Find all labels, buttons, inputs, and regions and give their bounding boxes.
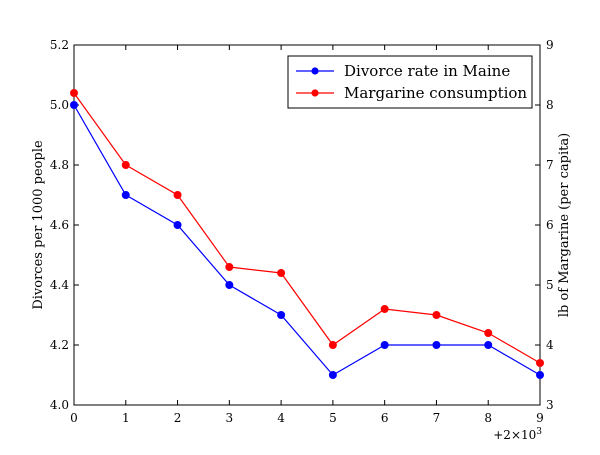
x-tick-label: 0 <box>70 411 78 425</box>
legend-marker-1 <box>311 89 319 97</box>
y-left-tick-label: 4.6 <box>50 218 69 232</box>
x-offset-label: +2×103 <box>493 427 542 442</box>
data-point-series-1 <box>277 268 286 277</box>
y-left-tick-label: 5.0 <box>50 98 69 112</box>
x-tick-label: 2 <box>174 411 182 425</box>
legend-marker-0 <box>311 67 319 75</box>
series-layer <box>70 89 545 379</box>
y-right-tick-label: 5 <box>546 278 554 292</box>
y-right-tick-label: 7 <box>546 158 554 172</box>
x-tick-label: 3 <box>226 411 234 425</box>
x-tick-label: 5 <box>329 411 337 425</box>
x-offset-base: +2×10 <box>493 428 536 442</box>
data-point-series-0 <box>277 310 286 319</box>
data-point-series-0 <box>70 101 79 110</box>
data-point-series-0 <box>536 370 545 379</box>
data-point-series-0 <box>432 340 441 349</box>
x-offset-exponent: 3 <box>536 427 542 437</box>
data-point-series-0 <box>484 340 493 349</box>
y-left-axis-label: Divorces per 1000 people <box>31 140 46 310</box>
legend-label-1: Margarine consumption <box>344 84 527 102</box>
data-point-series-1 <box>380 304 389 313</box>
series-line-0 <box>73 104 541 376</box>
y-right-tick-label: 4 <box>546 338 554 352</box>
data-point-series-1 <box>70 89 79 98</box>
data-point-series-1 <box>484 328 493 337</box>
series-line-1 <box>73 92 541 364</box>
data-point-series-1 <box>536 358 545 367</box>
x-tick-label: 8 <box>484 411 492 425</box>
data-point-series-1 <box>225 262 234 271</box>
legend-box <box>287 55 533 109</box>
data-point-series-0 <box>225 280 234 289</box>
data-point-series-1 <box>432 310 441 319</box>
y-right-tick-label: 3 <box>546 398 554 412</box>
legend: Divorce rate in Maine Margarine consumpti… <box>287 55 533 109</box>
data-point-series-0 <box>380 340 389 349</box>
x-tick-label: 9 <box>536 411 544 425</box>
data-point-series-1 <box>121 160 130 169</box>
y-left-tick-label: 4.2 <box>50 338 69 352</box>
x-tick-label: 6 <box>381 411 389 425</box>
data-point-series-0 <box>328 370 337 379</box>
data-point-series-0 <box>173 220 182 229</box>
x-tick-label: 7 <box>433 411 441 425</box>
y-right-tick-label: 6 <box>546 218 554 232</box>
x-tick-label: 1 <box>122 411 130 425</box>
y-left-tick-label: 4.4 <box>50 278 69 292</box>
y-right-axis-label: lb of Margarine (per capita) <box>557 133 572 317</box>
legend-label-0: Divorce rate in Maine <box>344 62 510 80</box>
y-left-tick-label: 4.8 <box>50 158 69 172</box>
data-point-series-1 <box>328 340 337 349</box>
axes-layer: 0 1 2 3 4 5 6 7 8 9+2×1034.04.24.44.64.85.05.2345… <box>31 38 572 442</box>
y-left-tick-label: 5.2 <box>50 38 69 52</box>
y-right-tick-label: 9 <box>546 38 554 52</box>
y-right-tick-label: 8 <box>546 98 554 112</box>
data-point-series-1 <box>173 190 182 199</box>
y-left-tick-label: 4.0 <box>50 398 69 412</box>
x-tick-label: 4 <box>277 411 285 425</box>
data-point-series-0 <box>121 190 130 199</box>
